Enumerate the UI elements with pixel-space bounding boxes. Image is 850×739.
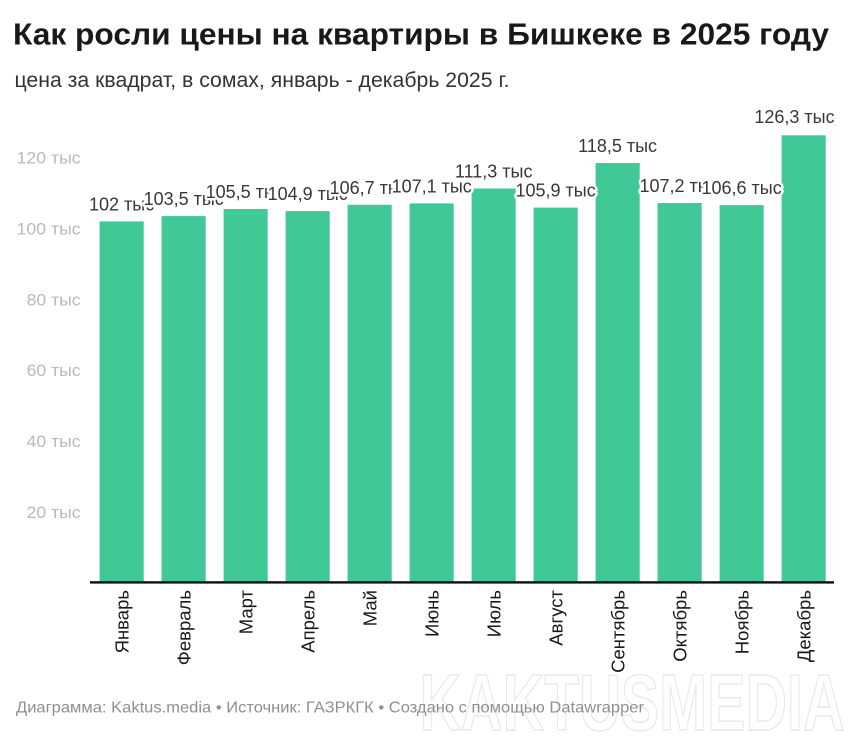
svg-text:100 тыс: 100 тыс	[17, 220, 82, 239]
svg-text:105,5 тыс: 105,5 тыс	[206, 182, 286, 202]
svg-text:118,5 тыс: 118,5 тыс	[578, 136, 657, 156]
svg-text:104,9 тыс: 104,9 тыс	[268, 184, 348, 204]
svg-text:Декабрь: Декабрь	[794, 590, 815, 662]
svg-text:107,1 тыс: 107,1 тыс	[392, 176, 472, 196]
svg-text:Сентябрь: Сентябрь	[608, 590, 629, 673]
svg-text:40 тыс: 40 тыс	[27, 432, 82, 451]
svg-text:106,7 тыс: 106,7 тыс	[330, 178, 410, 198]
svg-text:Июль: Июль	[484, 590, 505, 637]
svg-text:106,6 тыс: 106,6 тыс	[701, 178, 781, 198]
svg-text:60 тыс: 60 тыс	[27, 361, 82, 380]
svg-text:Как росли цены на квартиры в Б: Как росли цены на квартиры в Бишкеке в 2…	[13, 16, 830, 51]
svg-text:20 тыс: 20 тыс	[27, 503, 82, 522]
svg-text:80 тыс: 80 тыс	[27, 290, 82, 309]
svg-text:Ноябрь: Ноябрь	[732, 590, 753, 654]
svg-text:Февраль: Февраль	[174, 590, 195, 665]
svg-text:Май: Май	[360, 590, 381, 626]
svg-text:цена за квадрат, в сомах, янва: цена за квадрат, в сомах, январь - декаб…	[15, 68, 510, 92]
svg-text:Март: Март	[236, 589, 257, 634]
svg-text:Диаграмма: Kaktus.media • Исто: Диаграмма: Kaktus.media • Источник: ГАЗР…	[16, 699, 644, 716]
svg-text:Октябрь: Октябрь	[670, 590, 691, 662]
svg-text:107,2 тыс: 107,2 тыс	[639, 176, 719, 196]
svg-text:102 тыс: 102 тыс	[89, 194, 154, 214]
svg-text:KAKTUSMEDIA: KAKTUSMEDIA	[420, 658, 845, 739]
svg-text:Апрель: Апрель	[298, 590, 319, 653]
svg-text:111,3 тыс: 111,3 тыс	[455, 162, 533, 182]
svg-text:120 тыс: 120 тыс	[17, 149, 82, 168]
svg-text:Август: Август	[546, 589, 567, 645]
svg-text:Январь: Январь	[112, 590, 133, 653]
svg-text:103,5 тыс: 103,5 тыс	[144, 189, 224, 209]
svg-text:126,3 тыс: 126,3 тыс	[754, 107, 834, 127]
svg-text:Июнь: Июнь	[422, 590, 443, 637]
svg-text:105,9 тыс: 105,9 тыс	[515, 181, 595, 201]
